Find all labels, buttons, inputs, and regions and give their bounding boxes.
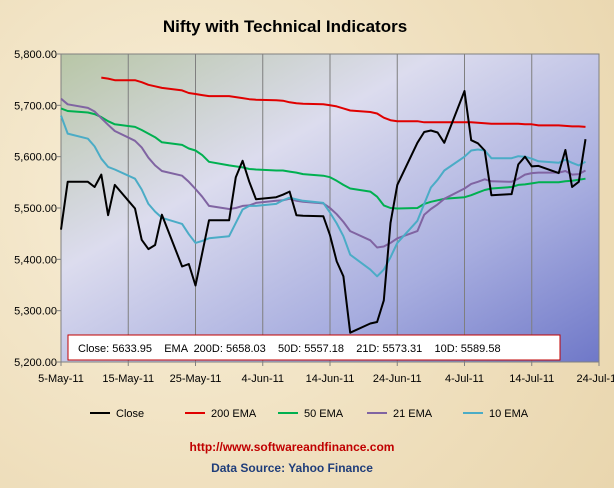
- y-tick-label: 5,500.00: [14, 203, 57, 215]
- x-tick-label: 15-May-11: [102, 373, 154, 385]
- series-line-21-ema: [60, 97, 586, 249]
- chart-title: Nifty with Technical Indicators: [163, 17, 407, 36]
- data-source: Data Source: Yahoo Finance: [211, 461, 373, 475]
- legend-label-50-ema: 50 EMA: [304, 408, 344, 420]
- legend-label-close: Close: [116, 408, 144, 420]
- series-line-close: [60, 90, 587, 334]
- website-link[interactable]: http://www.softwareandfinance.com: [190, 440, 395, 454]
- x-tick-label: 4-Jul-11: [445, 373, 484, 385]
- series-line-50-ema: [60, 107, 586, 210]
- series-line-200-ema: [101, 76, 586, 128]
- legend-label-21-ema: 21 EMA: [393, 408, 433, 420]
- x-tick-label: 4-Jun-11: [241, 373, 284, 385]
- x-axis-tick-labels: 5-May-11 15-May-11 25-May-11 4-Jun-11 14-Jun…: [38, 362, 614, 385]
- series-line-10-ema: [60, 115, 586, 278]
- x-tick-label: 24-Jul-11: [576, 373, 614, 385]
- y-tick-label: 5,400.00: [14, 254, 57, 266]
- legend-label-10-ema: 10 EMA: [489, 408, 529, 420]
- y-tick-label: 5,700.00: [14, 100, 57, 112]
- values-box: [67, 334, 561, 361]
- x-tick-label: 14-Jun-11: [306, 373, 355, 385]
- x-tick-label: 24-Jun-11: [373, 373, 422, 385]
- y-tick-label: 5,300.00: [14, 306, 57, 318]
- legend-label-200-ema: 200 EMA: [211, 408, 257, 420]
- values-annotation: Close: 5633.95 EMA 200D: 5658.03 50D: 55…: [78, 343, 501, 355]
- y-tick-label: 5,600.00: [14, 152, 57, 164]
- y-tick-label: 5,800.00: [14, 49, 57, 61]
- x-tick-label: 25-May-11: [170, 373, 222, 385]
- x-tick-label: 5-May-11: [38, 373, 84, 385]
- series-lines: [60, 76, 587, 334]
- x-tick-label: 14-Jul-11: [509, 373, 554, 385]
- y-tick-label: 5,200.00: [14, 357, 57, 369]
- y-axis-tick-labels: 5,200.00 5,300.00 5,400.00 5,500.00 5,600.00…: [14, 49, 61, 369]
- legend: Close 200 EMA 50 EMA 21 EMA 10 EMA: [90, 408, 529, 420]
